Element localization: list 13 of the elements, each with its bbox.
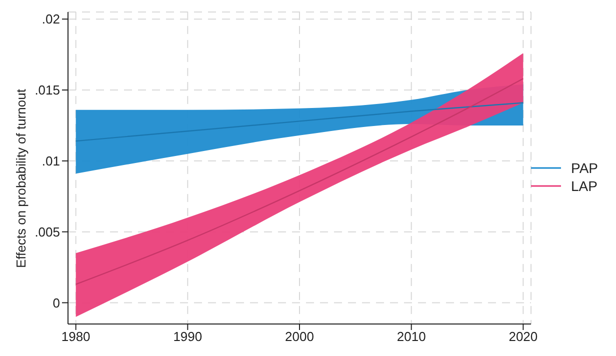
x-tick-label: 1990	[173, 329, 202, 344]
y-tick-label: .015	[34, 82, 60, 98]
y-tick-label: .01	[42, 154, 60, 169]
y-tick-label: .005	[34, 224, 60, 240]
x-tick-label: 2000	[285, 329, 314, 344]
legend-label: PAP	[571, 160, 598, 176]
x-tick-label: 1980	[61, 329, 90, 344]
y-tick-label: 0	[52, 295, 60, 310]
x-tick-label: 2010	[396, 329, 426, 344]
legend-label: LAP	[571, 178, 598, 194]
y-axis-title: Effects on probability of turnout	[14, 88, 29, 268]
x-tick-label: 2020	[508, 329, 538, 344]
y-tick-label: .02	[42, 12, 60, 27]
